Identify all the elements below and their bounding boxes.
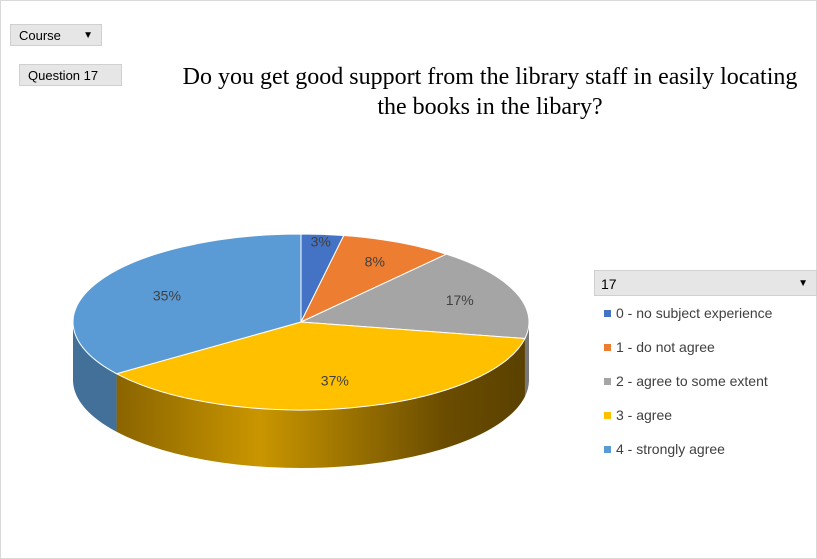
pie-slice-4[interactable] <box>72 233 302 375</box>
legend-item-2: 2 - agree to some extent <box>594 364 814 398</box>
course-filter-button[interactable]: Course ▼ <box>10 24 102 46</box>
chart-title: Do you get good support from the library… <box>182 64 798 120</box>
question-filter-button[interactable]: Question 17 <box>19 64 122 86</box>
legend-filter-label: 17 <box>601 276 617 292</box>
legend-label-1: 1 - do not agree <box>616 339 715 355</box>
pie-label-3: 37% <box>321 372 349 388</box>
legend: 17 ▼ 0 - no subject experience 1 - do not… <box>594 270 817 466</box>
question-filter-label: Question 17 <box>28 68 99 83</box>
legend-swatch-2 <box>604 377 611 385</box>
legend-item-1: 1 - do not agree <box>594 330 814 364</box>
course-filter-label: Course <box>19 28 61 43</box>
legend-label-4: 4 - strongly agree <box>616 441 725 457</box>
legend-item-0: 0 - no subject experience <box>594 296 814 330</box>
pie-label-4: 35% <box>153 288 181 304</box>
legend-label-3: 3 - agree <box>616 407 673 423</box>
legend-label-0: 0 - no subject experience <box>616 305 773 321</box>
legend-swatch-0 <box>604 309 611 317</box>
dropdown-arrow-icon: ▼ <box>83 30 93 41</box>
pie-slice-2[interactable] <box>299 253 530 340</box>
pie-label-2: 17% <box>446 292 474 308</box>
dropdown-arrow-icon: ▼ <box>798 278 808 289</box>
legend-items: 0 - no subject experience 1 - do not agre… <box>594 296 814 466</box>
legend-label-2: 2 - agree to some extent <box>616 373 768 389</box>
legend-swatch-4 <box>604 445 611 453</box>
pie-slices <box>72 233 530 411</box>
legend-filter-button[interactable]: 17 ▼ <box>594 270 817 296</box>
pie-side-3 <box>116 338 525 469</box>
pie-label-1: 8% <box>365 253 385 269</box>
pie-label-0: 3% <box>311 233 331 249</box>
pie-slice-1[interactable] <box>299 235 448 324</box>
legend-swatch-3 <box>604 411 611 419</box>
legend-item-3: 3 - agree <box>594 398 814 432</box>
pie-slice-3[interactable] <box>115 321 526 411</box>
pie-side-2 <box>524 322 529 397</box>
legend-item-4: 4 - strongly agree <box>594 432 814 466</box>
legend-swatch-1 <box>604 343 611 351</box>
pie-data-labels: 3% 8% 17% 37% 35% <box>153 233 474 388</box>
